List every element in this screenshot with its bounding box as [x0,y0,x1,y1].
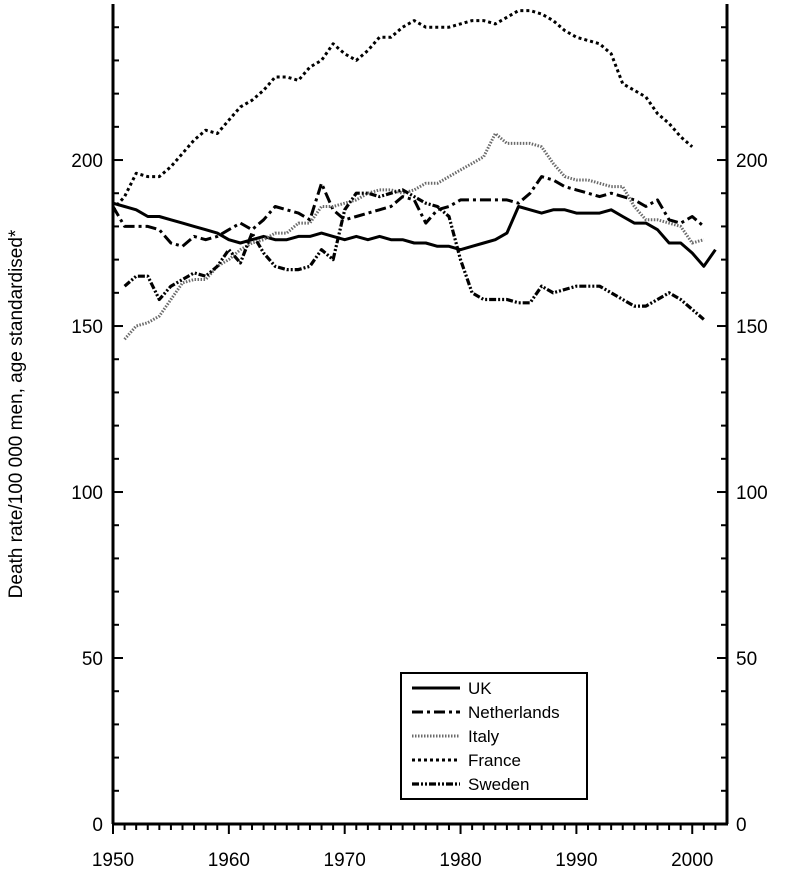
series-lines [111,9,717,341]
axis-tick-labels: 0 0 50 50 100 100 150 150 200 200 1950 1960 1970 1980… [71,151,767,871]
x-tick-label: 1970 [324,850,366,871]
x-tick-label: 1980 [439,850,481,871]
y-tick-label-right: 200 [736,151,768,172]
y-tick-label-left: 0 [92,815,103,836]
legend-label-netherlands: Netherlands [468,703,560,722]
y-tick-label-right: 0 [736,815,747,836]
y-tick-label-left: 100 [71,483,103,504]
y-axis-label: Death rate/100 000 men, age standardised… [6,229,27,598]
legend-label-italy: Italy [468,727,500,746]
series-line-uk [112,201,717,268]
series-line-france [111,9,694,211]
y-tick-label-right: 100 [736,483,768,504]
legend-label-france: France [468,751,521,770]
y-tick-label-left: 150 [71,317,103,338]
y-tick-label-left: 50 [82,649,103,670]
legend-label-sweden: Sweden [468,775,529,794]
x-tick-label: 2000 [671,850,713,871]
axes [111,4,729,826]
series-line-sweden [123,188,705,321]
legend-label-uk: UK [468,679,492,698]
series-line-italy [123,132,705,341]
y-tick-label-right: 150 [736,317,768,338]
x-tick-label: 1960 [208,850,250,871]
y-tick-label-left: 200 [71,151,103,172]
legend: UK Netherlands Italy France Sweden [400,672,588,800]
x-tick-label: 1990 [555,850,597,871]
y-tick-label-right: 50 [736,649,757,670]
axis-ticks [112,26,727,834]
legend-box [400,672,588,800]
x-tick-label: 1950 [92,850,134,871]
series-line-netherlands [111,175,705,248]
